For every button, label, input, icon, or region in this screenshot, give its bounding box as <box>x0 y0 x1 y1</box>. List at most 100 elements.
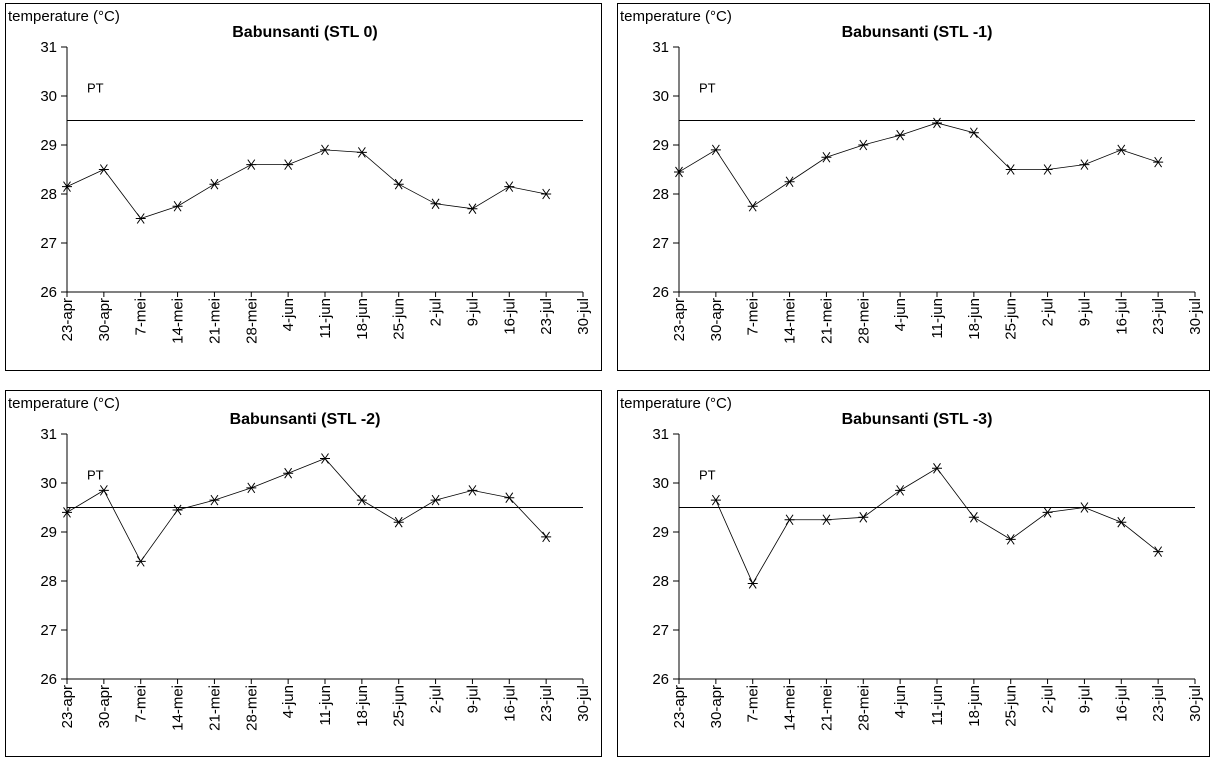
data-point <box>821 514 832 526</box>
x-tick-label: 11-jun <box>317 685 334 726</box>
y-tick-label: 26 <box>40 671 57 688</box>
x-tick-label: 28-mei <box>855 298 872 344</box>
y-tick-label: 26 <box>40 284 57 301</box>
x-tick-label: 21-mei <box>818 685 835 731</box>
x-tick-label: 23-jul <box>1150 298 1167 335</box>
x-tick-label: 30-apr <box>708 685 725 728</box>
x-tick-label: 21-mei <box>206 298 223 344</box>
y-tick-label: 28 <box>652 573 669 590</box>
x-tick-label: 16-jul <box>1113 685 1130 722</box>
chart-panel: temperature (°C)Babunsanti (STL -3)PT262… <box>617 390 1210 757</box>
data-point <box>320 144 330 156</box>
x-tick-label: 23-apr <box>59 298 76 341</box>
data-line <box>66 458 547 563</box>
y-axis-label: temperature (°C) <box>8 395 120 412</box>
chart-title: Babunsanti (STL -3) <box>842 411 993 428</box>
x-tick-label: 11-jun <box>929 298 946 339</box>
x-tick-label: 16-jul <box>1113 298 1130 335</box>
y-axis-label: temperature (°C) <box>620 8 732 25</box>
y-axis-label: temperature (°C) <box>620 395 732 412</box>
reference-label: PT <box>699 468 716 483</box>
x-tick-label: 16-jul <box>501 685 518 722</box>
x-tick-label: 14-mei <box>170 685 187 731</box>
data-point <box>430 198 441 210</box>
data-point <box>283 467 294 479</box>
x-tick-label: 25-jun <box>391 685 408 727</box>
data-point <box>710 494 721 506</box>
data-line <box>66 149 547 219</box>
y-tick-label: 30 <box>40 475 57 492</box>
x-tick-label: 9-jul <box>1076 685 1093 713</box>
x-tick-label: 18-jun <box>966 298 983 340</box>
y-tick-label: 31 <box>652 39 669 56</box>
x-tick-label: 23-apr <box>671 685 688 728</box>
x-tick-label: 2-jul <box>428 298 445 326</box>
data-point <box>710 144 721 156</box>
x-tick-label: 25-jun <box>391 298 408 340</box>
panel-frame <box>617 3 1210 371</box>
x-tick-label: 9-jul <box>464 298 481 326</box>
y-tick-label: 27 <box>40 235 57 252</box>
x-tick-label: 7-mei <box>745 685 762 723</box>
data-point <box>968 512 979 523</box>
data-point <box>1153 546 1164 557</box>
data-point <box>172 200 183 212</box>
chart-panel: temperature (°C) Babunsanti (STL 0) PT 26 27… <box>5 3 602 371</box>
data-point <box>784 514 795 526</box>
y-tick-label: 26 <box>652 671 669 688</box>
x-tick-label: 28-mei <box>855 685 872 731</box>
data-point <box>209 494 220 506</box>
chart-panel: temperature (°C)Babunsanti (STL -2)PT262… <box>5 390 602 757</box>
data-point <box>747 200 758 212</box>
data-point <box>932 117 942 129</box>
data-point <box>504 492 515 503</box>
x-tick-label: 11-jun <box>929 685 946 726</box>
x-tick-label: 4-jun <box>892 685 909 718</box>
x-tick-label: 30-jul <box>575 298 592 335</box>
y-tick-label: 31 <box>40 39 57 56</box>
y-axis-label: temperature (°C) <box>8 8 120 25</box>
data-point <box>246 482 257 494</box>
y-tick-label: 29 <box>40 524 57 541</box>
data-line <box>678 122 1159 207</box>
data-point <box>283 159 294 170</box>
x-tick-label: 7-mei <box>745 298 762 336</box>
panel-frame <box>617 390 1210 757</box>
data-point <box>320 453 330 464</box>
data-point <box>504 181 515 192</box>
data-point <box>1042 507 1053 518</box>
x-tick-label: 11-jun <box>317 298 334 339</box>
x-tick-label: 14-mei <box>782 298 799 344</box>
x-tick-label: 23-apr <box>671 298 688 341</box>
data-point <box>467 203 478 214</box>
y-tick-label: 28 <box>652 186 669 203</box>
x-tick-label: 7-mei <box>133 298 150 336</box>
x-tick-label: 14-mei <box>170 298 187 344</box>
data-point <box>1116 144 1127 156</box>
data-point <box>393 516 404 528</box>
chart-title: Babunsanti (STL -1) <box>842 24 993 41</box>
x-tick-label: 28-mei <box>243 685 260 731</box>
x-tick-label: 2-jul <box>1040 685 1057 713</box>
data-point <box>246 159 257 170</box>
y-tick-label: 31 <box>40 426 57 443</box>
data-point <box>784 176 795 188</box>
data-point <box>932 463 942 474</box>
x-tick-label: 18-jun <box>966 685 983 727</box>
x-tick-label: 25-jun <box>1003 685 1020 727</box>
data-point <box>98 485 109 496</box>
data-point <box>135 556 146 567</box>
y-tick-label: 31 <box>652 426 669 443</box>
x-tick-label: 9-jul <box>1076 298 1093 326</box>
x-tick-label: 4-jun <box>280 685 297 718</box>
data-point <box>895 129 906 141</box>
x-tick-label: 30-apr <box>708 298 725 341</box>
data-point <box>1116 516 1127 528</box>
x-tick-label: 4-jun <box>280 298 297 331</box>
data-point <box>356 147 367 158</box>
y-tick-label: 27 <box>40 622 57 639</box>
x-tick-label: 23-apr <box>59 685 76 728</box>
y-tick-label: 30 <box>40 88 57 105</box>
x-tick-label: 21-mei <box>206 685 223 731</box>
